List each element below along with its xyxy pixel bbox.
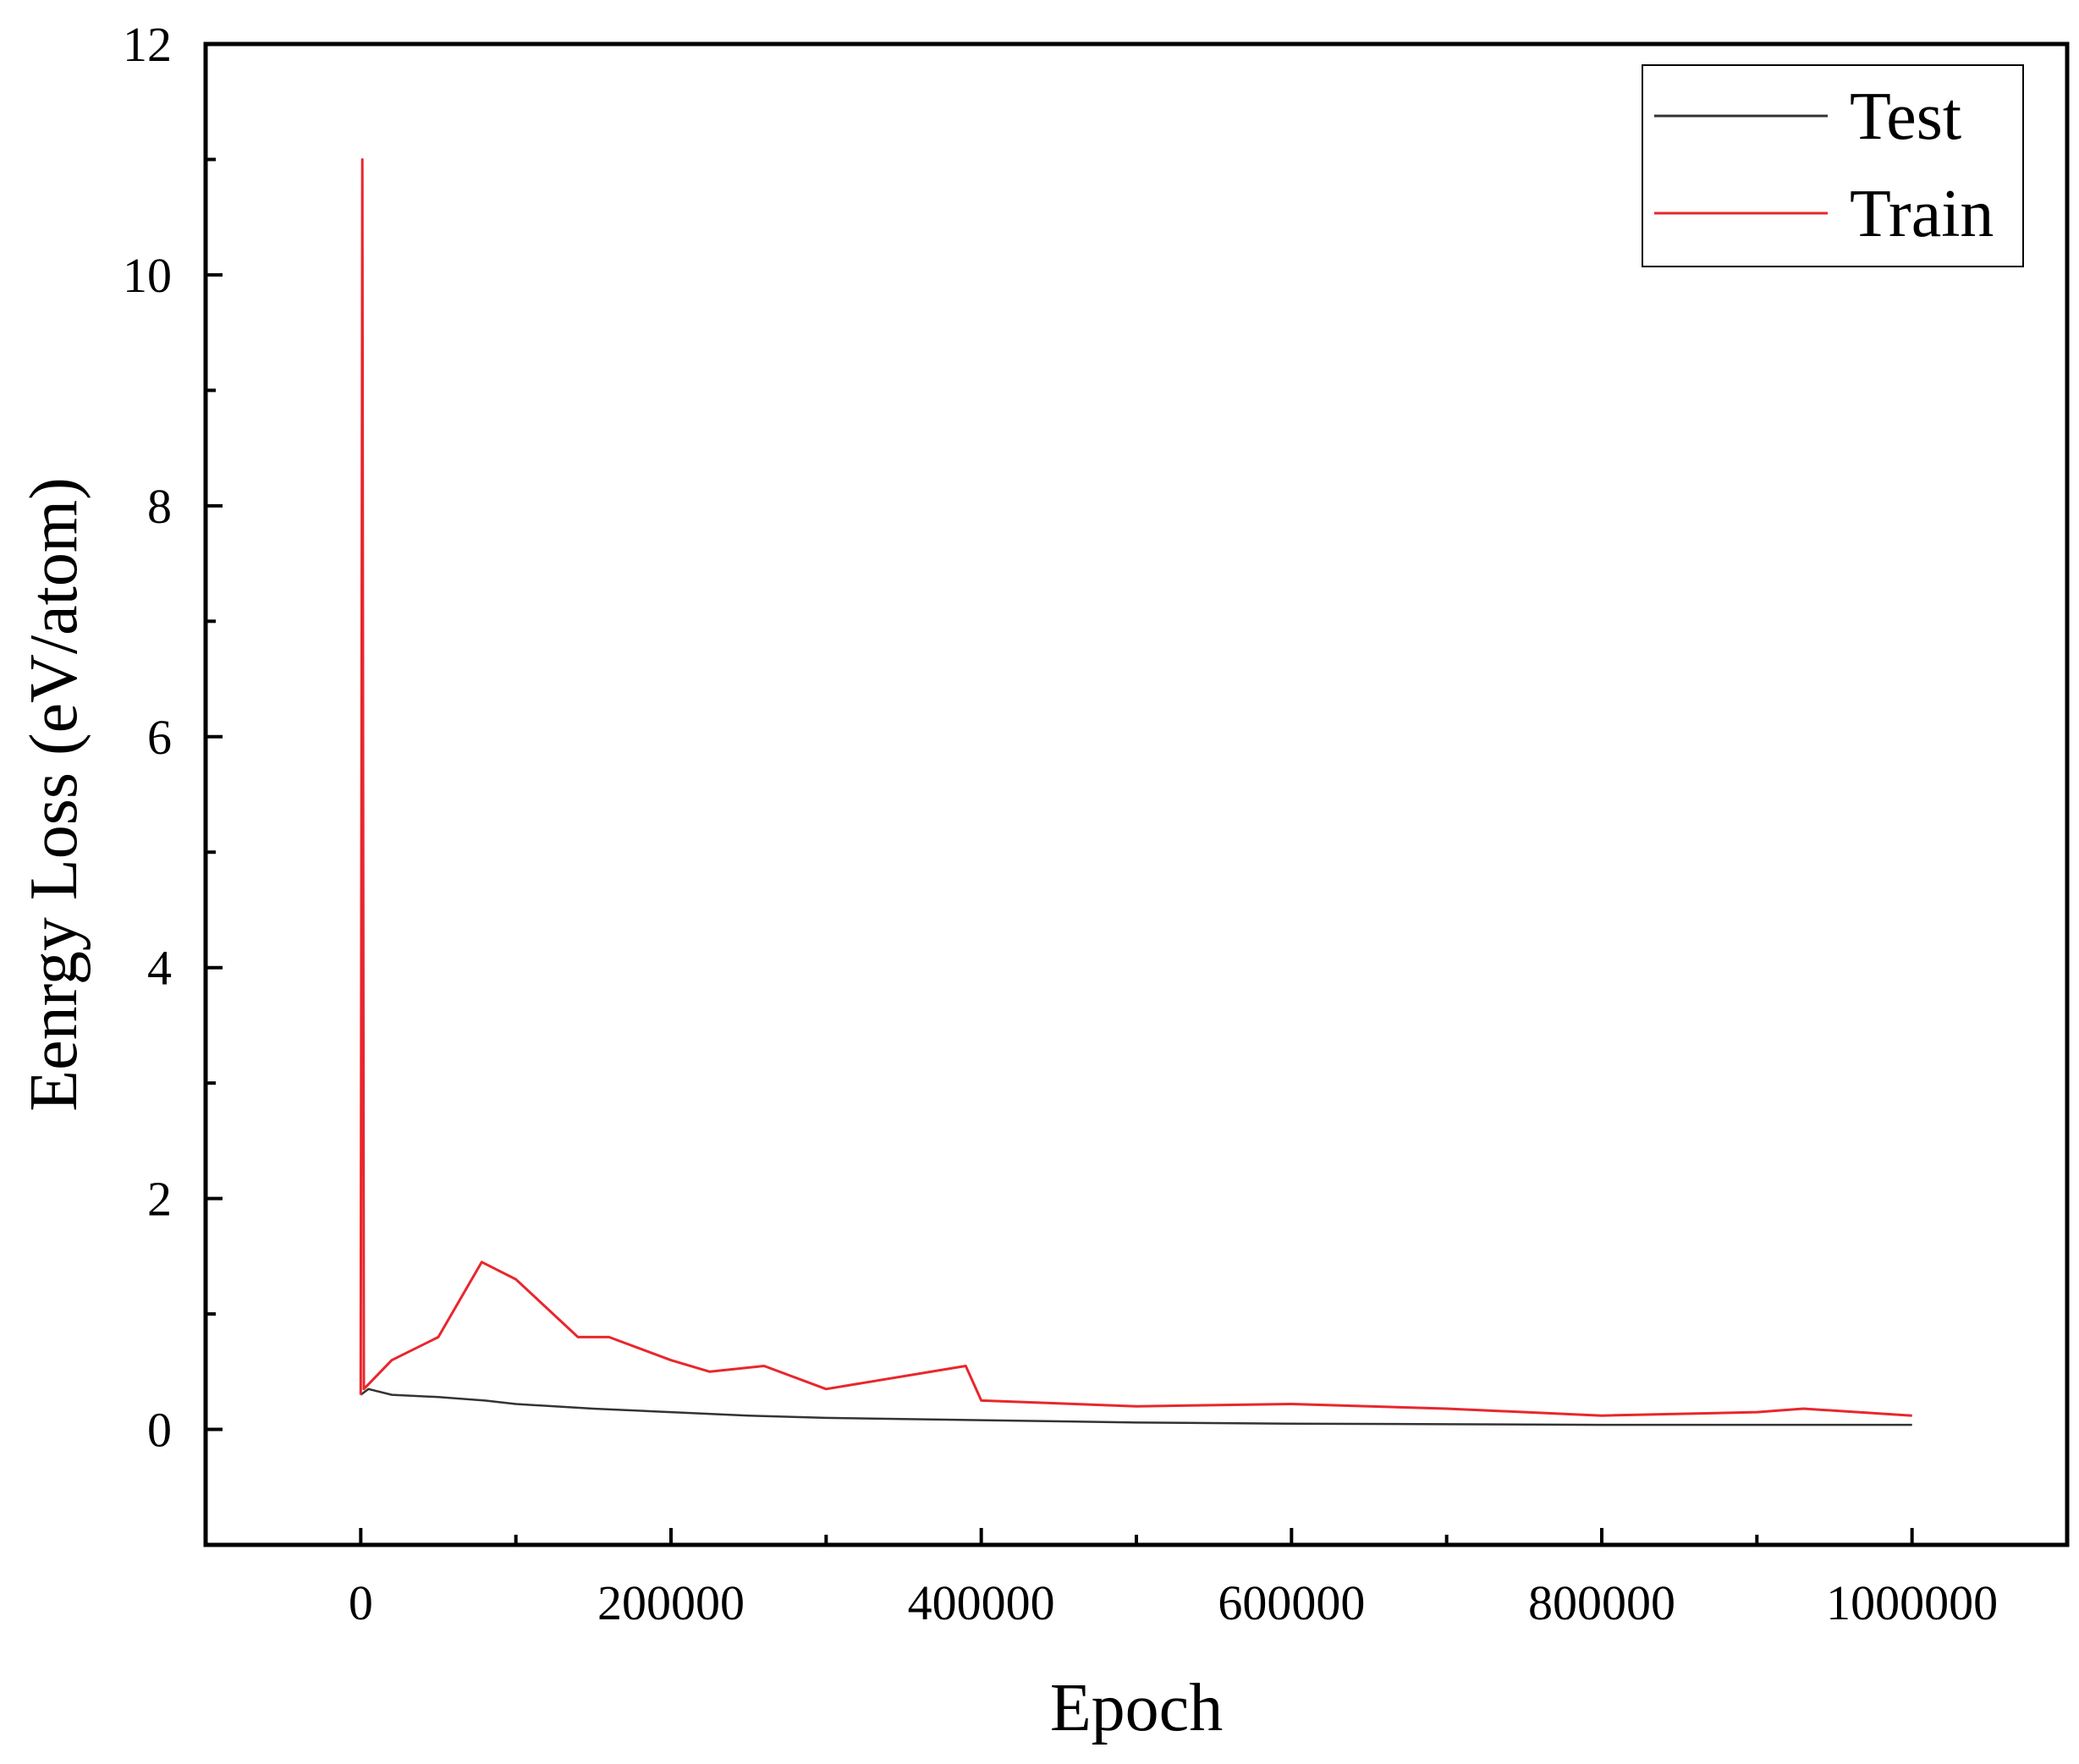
x-tick-label: 200000 [597, 1575, 745, 1630]
series-line-train [359, 158, 1912, 1417]
y-tick-label: 12 [123, 17, 172, 72]
x-tick-label: 400000 [908, 1575, 1055, 1630]
y-axis-title: Eenrgy Loss (eV/atom) [17, 477, 91, 1111]
x-tick-label: 0 [349, 1575, 373, 1630]
legend: Test Train [1642, 64, 2024, 267]
y-tick-label: 0 [147, 1403, 172, 1458]
x-tick-label: 1000000 [1826, 1575, 1998, 1630]
y-axis: 0 2 4 6 8 10 12 [123, 17, 223, 1547]
x-axis: 0 200000 400000 600000 800000 1000000 [204, 1528, 2069, 1630]
y-tick-label: 4 [147, 941, 172, 996]
legend-box [1642, 64, 2024, 267]
series-line-test [360, 1388, 1912, 1426]
legend-label-test: Test [1850, 80, 1961, 154]
data-layer [359, 158, 1912, 1426]
y-tick-label: 10 [123, 248, 172, 303]
x-tick-label: 600000 [1218, 1575, 1365, 1630]
legend-label-train: Train [1850, 177, 1994, 251]
x-axis-title: Epoch [1050, 1671, 1223, 1745]
y-tick-label: 8 [147, 479, 172, 534]
x-tick-label: 800000 [1528, 1575, 1675, 1630]
plot-area: 0 200000 400000 600000 800000 1000000 0 2 4 6 8 10… [123, 17, 2070, 1630]
y-tick-label: 6 [147, 710, 172, 765]
plot-frame [203, 41, 2070, 1547]
y-tick-label: 2 [147, 1172, 172, 1227]
